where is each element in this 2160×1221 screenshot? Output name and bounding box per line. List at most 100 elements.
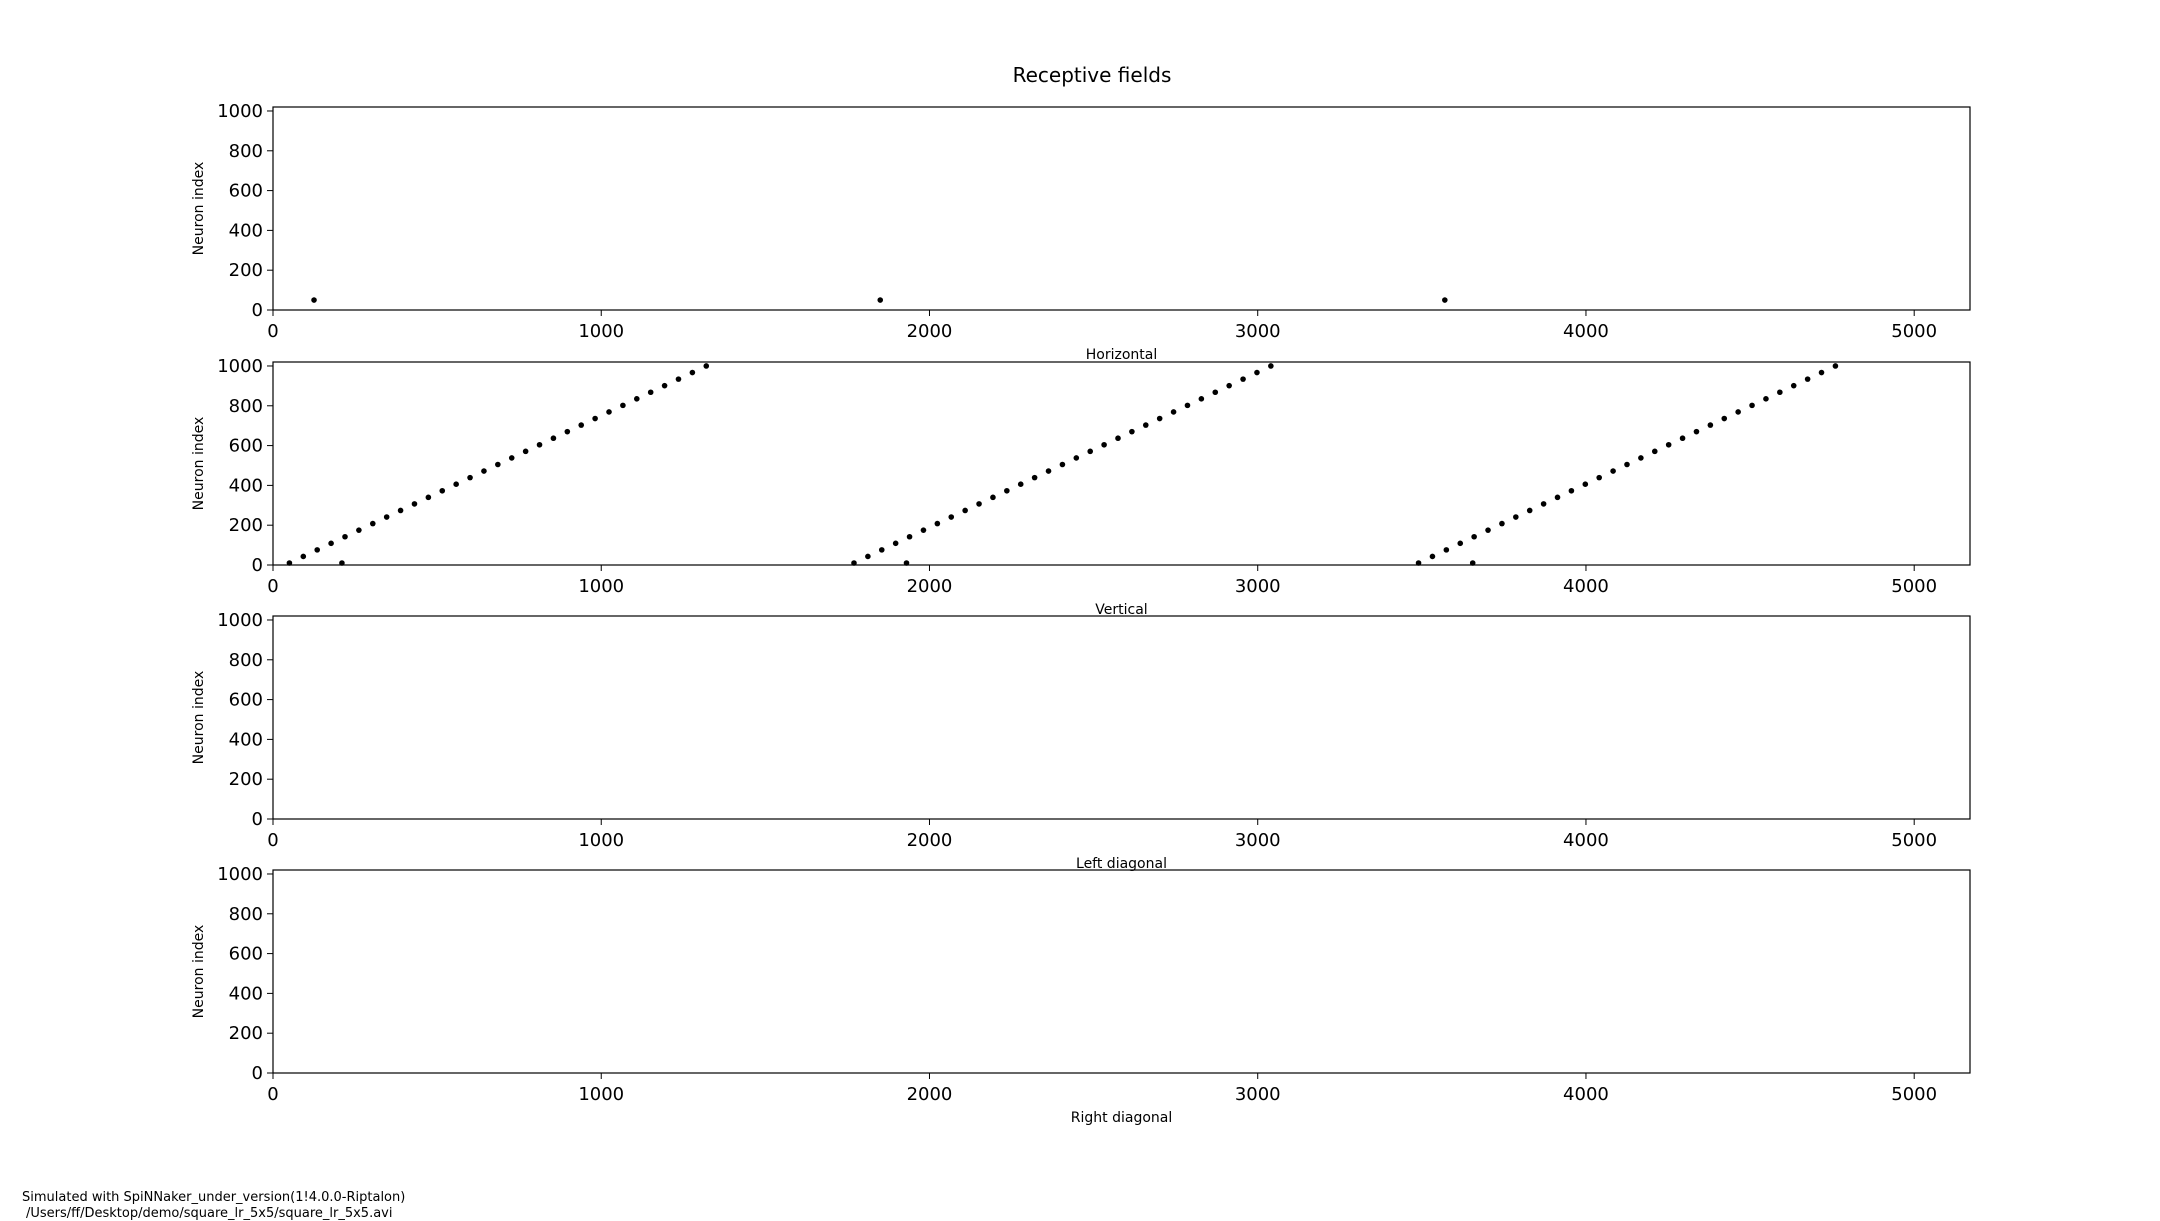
figure-title: Receptive fields xyxy=(1013,63,1172,87)
spike-point xyxy=(962,507,968,514)
spike-point xyxy=(1457,540,1464,547)
spike-point xyxy=(564,428,571,435)
x-tick-label: 5000 xyxy=(1891,576,1937,597)
panel-1: 0 1000 2000 3000 4000 5000 0 200 400 600 800 1000 Ho… xyxy=(191,101,1971,363)
spike-point xyxy=(425,494,432,501)
x-tick-label: 1000 xyxy=(578,576,624,597)
spike-point xyxy=(342,533,348,540)
spike-point xyxy=(1429,553,1436,560)
spike-point xyxy=(1596,474,1602,481)
spike-point xyxy=(1651,448,1658,455)
spike-point xyxy=(1198,396,1205,402)
spike-point xyxy=(1415,560,1422,566)
y-tick-label: 800 xyxy=(229,650,263,671)
footer-version: Simulated with SpiNNaker_under_version(1… xyxy=(22,1190,406,1205)
spike-point xyxy=(990,494,996,501)
x-tick-label: 3000 xyxy=(1235,830,1281,851)
spike-point xyxy=(592,415,598,422)
spike-point xyxy=(1665,441,1672,448)
x-axis-label: Left diagonal xyxy=(1076,856,1167,872)
y-tick-label: 800 xyxy=(229,396,263,417)
spike-point xyxy=(1443,547,1450,553)
y-tick-label: 1000 xyxy=(217,864,263,885)
spike-point xyxy=(689,369,696,376)
x-tick-label: 0 xyxy=(267,576,278,597)
spike-point xyxy=(1087,448,1094,455)
x-tick-label: 4000 xyxy=(1563,321,1609,342)
x-tick-label: 4000 xyxy=(1563,830,1609,851)
spike-point xyxy=(522,448,529,455)
panel-3: 0 1000 2000 3000 4000 5000 0 200 400 600 800 1000 Le… xyxy=(191,610,1971,872)
spike-point xyxy=(1240,376,1246,382)
x-tick-label: 2000 xyxy=(907,1084,953,1105)
spike-point xyxy=(1568,487,1575,494)
x-tick-label: 1000 xyxy=(578,830,624,851)
spike-point xyxy=(453,481,459,487)
spike-point xyxy=(892,540,899,547)
spike-point xyxy=(1707,422,1714,428)
spike-point xyxy=(1059,461,1066,468)
spike-point xyxy=(1469,560,1476,566)
spike-point xyxy=(369,520,376,527)
y-tick-label: 200 xyxy=(229,260,263,281)
spike-point xyxy=(1693,428,1700,435)
spike-point xyxy=(606,409,612,415)
x-tick-label: 2000 xyxy=(907,830,953,851)
axes-frame xyxy=(272,361,1971,566)
spike-point xyxy=(903,560,910,566)
spike-point xyxy=(1832,363,1839,369)
x-tick-label: 3000 xyxy=(1235,576,1281,597)
spike-point xyxy=(865,553,871,560)
x-tick-label: 5000 xyxy=(1891,830,1937,851)
spike-point xyxy=(495,461,501,468)
y-tick-label: 0 xyxy=(252,809,263,830)
y-tick-label: 1000 xyxy=(217,356,263,377)
spike-point xyxy=(1735,409,1741,415)
spike-point xyxy=(1554,494,1561,501)
x-tick-label: 0 xyxy=(267,1084,278,1105)
spike-point xyxy=(1818,369,1825,376)
y-tick-label: 600 xyxy=(229,181,263,202)
y-tick-label: 800 xyxy=(229,904,263,925)
spike-point xyxy=(851,560,857,566)
spike-point xyxy=(1254,369,1260,376)
spike-point xyxy=(1212,389,1219,396)
y-tick-label: 800 xyxy=(229,141,263,162)
spike-point xyxy=(300,553,307,560)
spike-point xyxy=(675,376,682,382)
x-axis-label: Right diagonal xyxy=(1071,1110,1172,1126)
x-axis-label: Horizontal xyxy=(1086,347,1157,363)
spike-point xyxy=(439,487,446,494)
spike-point xyxy=(286,560,293,566)
spike-point xyxy=(1442,297,1448,303)
spike-point xyxy=(1142,422,1149,428)
spike-point xyxy=(948,514,955,520)
spike-point xyxy=(1804,376,1811,382)
spike-point xyxy=(1790,382,1797,389)
spike-point xyxy=(1638,455,1644,461)
spike-point xyxy=(578,422,585,428)
y-tick-label: 0 xyxy=(252,555,263,576)
x-tick-label: 1000 xyxy=(578,321,624,342)
x-tick-label: 0 xyxy=(267,321,278,342)
spike-point xyxy=(397,507,404,514)
y-tick-label: 1000 xyxy=(217,101,263,122)
y-tick-label: 600 xyxy=(229,944,263,965)
y-tick-label: 400 xyxy=(229,475,263,496)
y-tick-label: 200 xyxy=(229,1023,263,1044)
spike-point xyxy=(1610,468,1616,474)
spike-point xyxy=(1485,527,1491,533)
y-tick-label: 400 xyxy=(229,729,263,750)
spike-point xyxy=(1679,435,1686,442)
axes-frame xyxy=(272,106,1971,311)
spike-point xyxy=(1226,382,1232,389)
spike-point xyxy=(1513,514,1519,520)
spike-point xyxy=(1763,396,1769,402)
spike-point xyxy=(339,560,345,566)
spike-point xyxy=(481,468,487,474)
spike-point xyxy=(878,547,885,553)
y-tick-label: 0 xyxy=(252,300,263,321)
spike-point xyxy=(920,527,927,533)
spike-point xyxy=(1582,481,1589,487)
x-tick-label: 0 xyxy=(267,830,278,851)
